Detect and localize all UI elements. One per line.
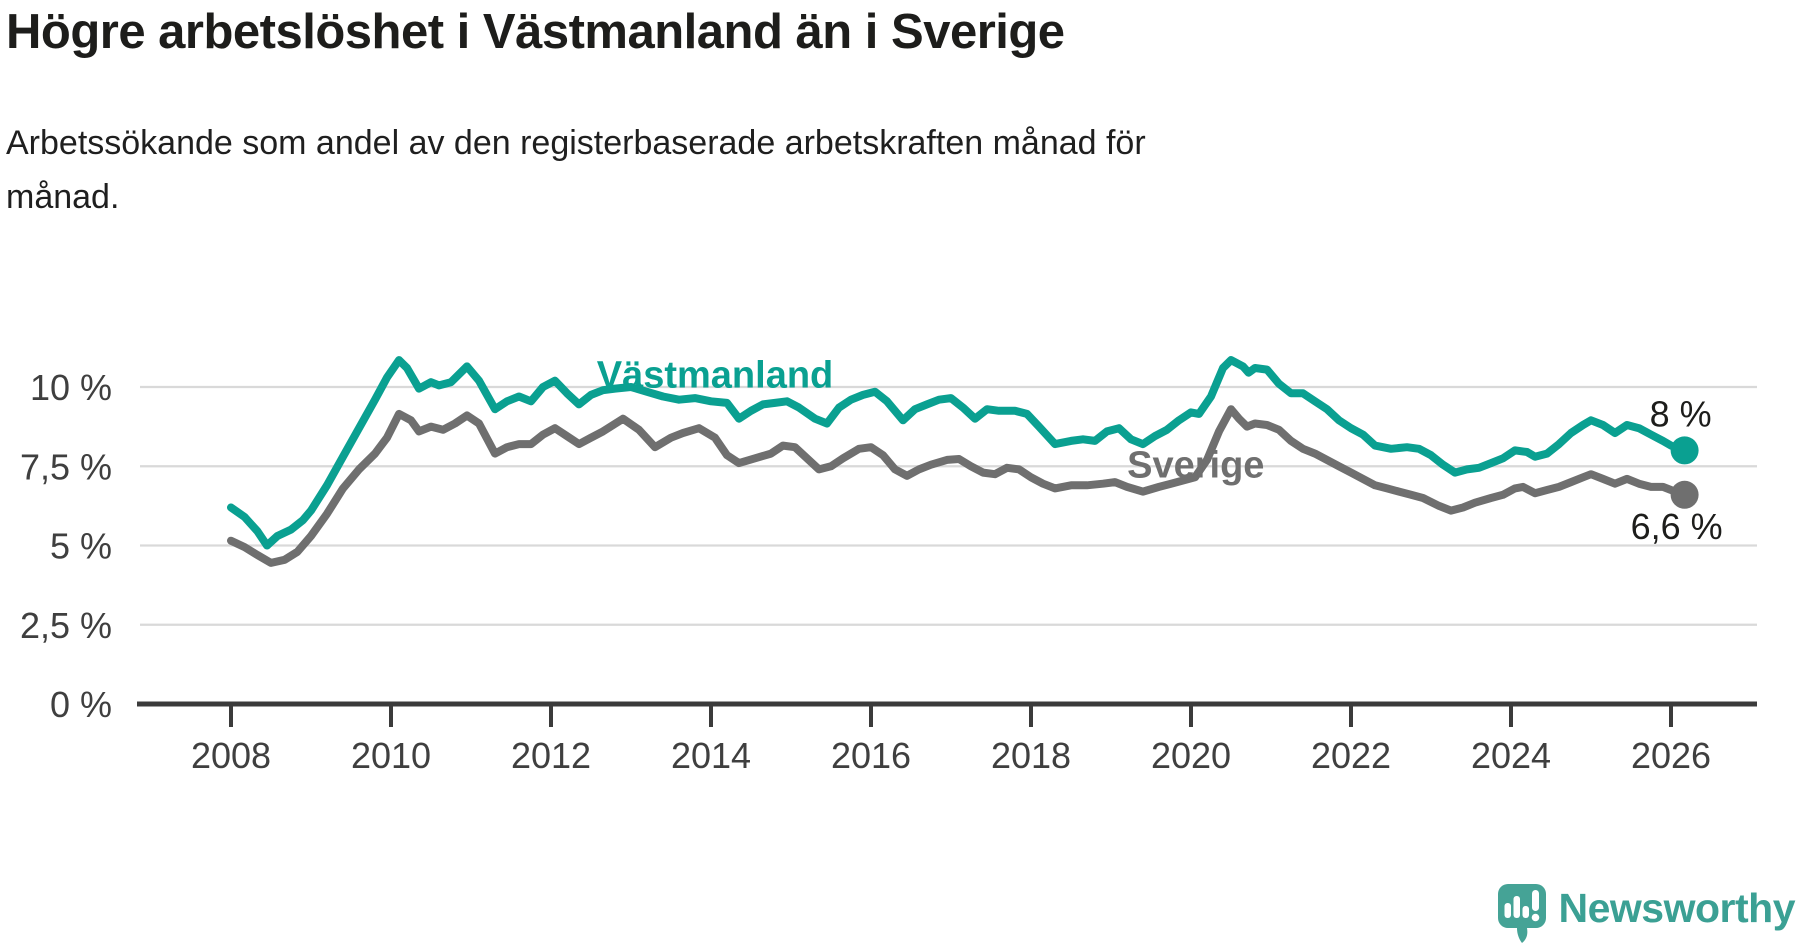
x-axis-label: 2018 — [991, 735, 1071, 776]
chart-subtitle: Arbetssökande som andel av den registerb… — [6, 116, 1146, 224]
x-axis-label: 2008 — [191, 735, 271, 776]
x-axis-label: 2022 — [1311, 735, 1391, 776]
x-axis-label: 2016 — [831, 735, 911, 776]
x-axis-label: 2026 — [1631, 735, 1711, 776]
series-label-sverige: Sverige — [1127, 445, 1264, 487]
subtitle-line-2: månad. — [6, 178, 120, 216]
page-title: Högre arbetslöshet i Västmanland än i Sv… — [6, 5, 1065, 59]
series-line-sverige — [227, 405, 1689, 567]
end-value-label-västmanland: 8 % — [1650, 393, 1712, 434]
x-axis-label: 2012 — [511, 735, 591, 776]
subtitle-line-1: Arbetssökande som andel av den registerb… — [6, 124, 1146, 162]
newsworthy-logo-icon — [1497, 884, 1546, 943]
x-axis-label: 2014 — [671, 735, 751, 776]
x-axis-label: 2020 — [1151, 735, 1231, 776]
y-axis-label: 0 % — [50, 684, 112, 725]
x-axis-label: 2010 — [351, 735, 431, 776]
y-axis-label: 5 % — [50, 526, 112, 567]
y-axis-label: 10 % — [30, 367, 112, 408]
x-axis-label: 2024 — [1471, 735, 1551, 776]
end-dot-västmanland — [1670, 436, 1699, 465]
newsworthy-wordmark: Newsworthy — [1558, 884, 1796, 931]
series-line-västmanland — [227, 356, 1689, 550]
end-value-label-sverige: 6,6 % — [1631, 506, 1723, 547]
y-axis-label: 7,5 % — [20, 446, 112, 487]
series-label-västmanland: Västmanland — [597, 354, 834, 396]
y-axis-label: 2,5 % — [20, 605, 112, 646]
end-dot-sverige — [1670, 480, 1699, 509]
newsworthy-brand: Newsworthy — [1496, 882, 1796, 944]
